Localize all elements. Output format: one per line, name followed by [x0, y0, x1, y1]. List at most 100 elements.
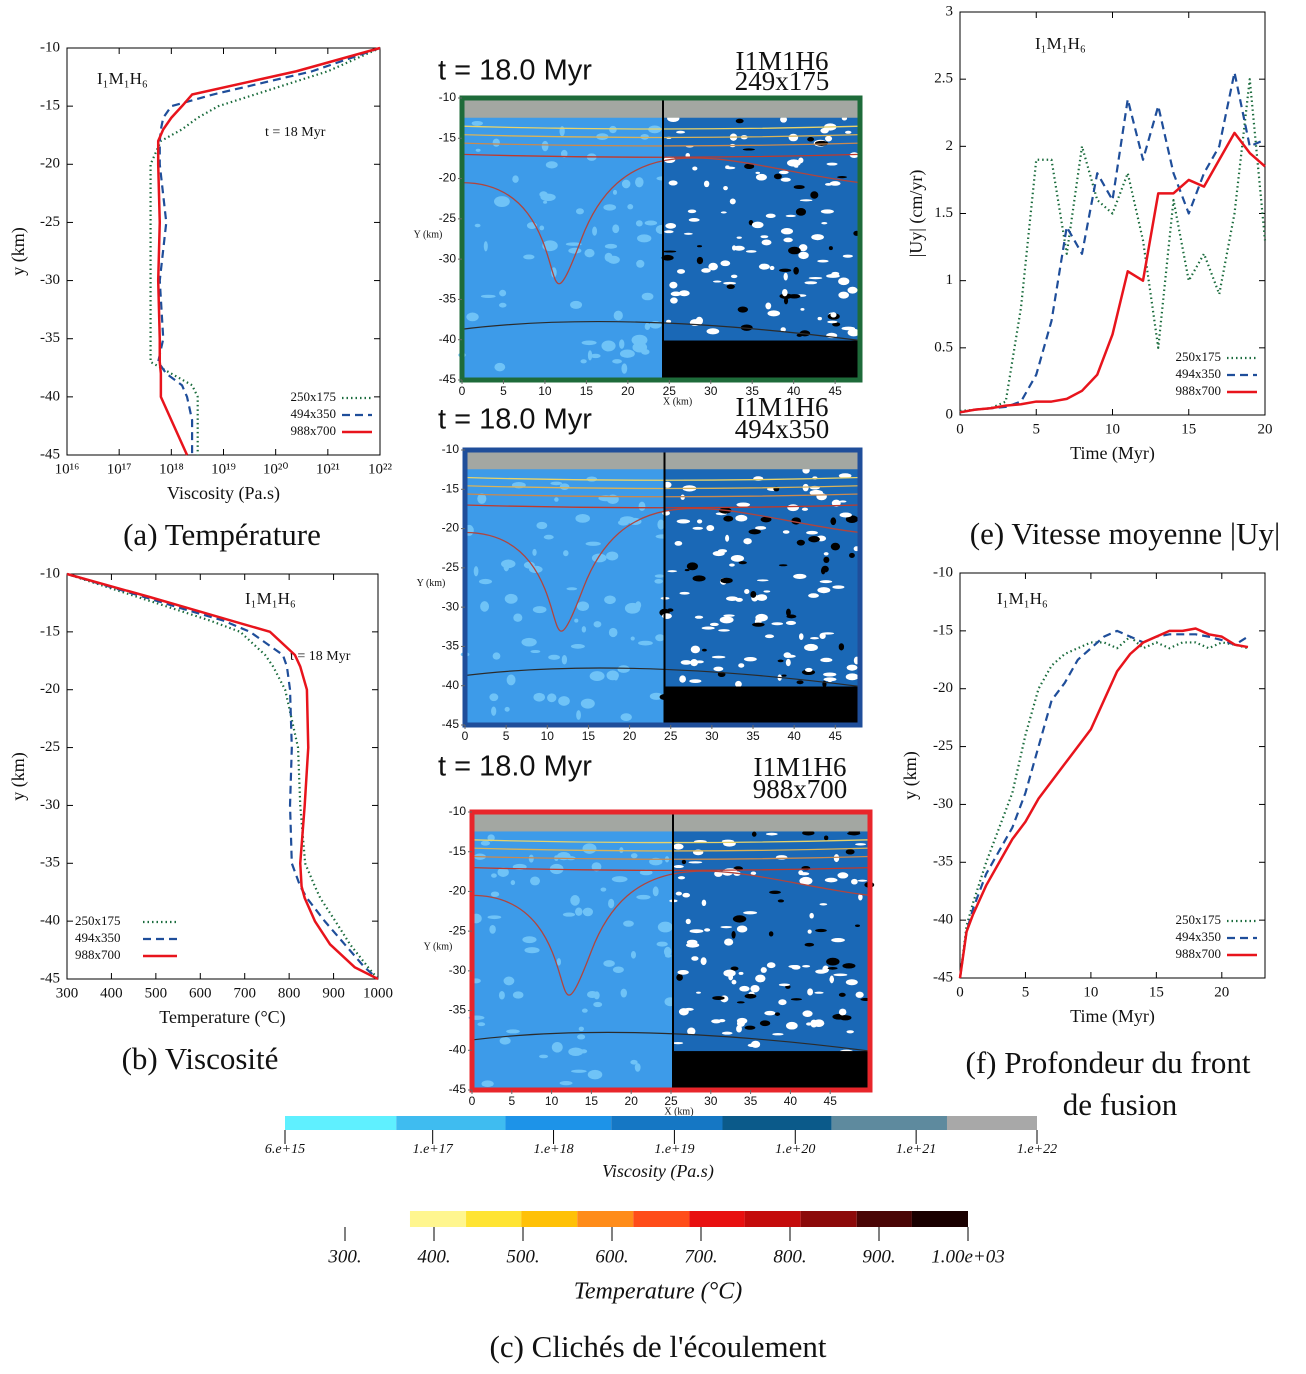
color-band — [396, 1116, 506, 1130]
texture — [684, 1007, 694, 1011]
data-line — [66, 572, 379, 980]
texture — [587, 1069, 603, 1080]
texture — [512, 175, 519, 183]
texture — [735, 514, 748, 522]
texture — [758, 263, 770, 270]
texture — [845, 130, 852, 134]
texture — [649, 692, 664, 700]
texture — [593, 621, 602, 628]
isotherm — [461, 153, 861, 158]
x-tick-label: 0 — [469, 1094, 476, 1108]
texture — [570, 895, 580, 906]
texture — [596, 133, 609, 140]
texture — [709, 622, 719, 627]
texture — [676, 269, 686, 274]
texture — [747, 1043, 757, 1048]
x-tick-label: 15 — [580, 384, 594, 398]
texture — [554, 497, 559, 502]
texture — [779, 268, 792, 273]
y-tick-label: -45 — [449, 1082, 467, 1096]
x-tick-label: 300 — [56, 985, 79, 1001]
texture — [769, 265, 775, 271]
x-tick-label: 20 — [623, 729, 637, 743]
color-band — [911, 1211, 968, 1227]
texture — [735, 597, 743, 602]
texture — [680, 660, 692, 665]
texture — [743, 911, 758, 915]
texture — [730, 554, 745, 562]
texture — [778, 564, 788, 567]
texture — [845, 979, 858, 986]
x-axis-label: X (km) — [663, 396, 692, 407]
texture — [809, 489, 824, 496]
texture — [501, 559, 516, 569]
y-tick-label: -15 — [439, 130, 457, 144]
x-tick-label: 0 — [462, 729, 469, 743]
texture — [815, 969, 827, 974]
texture — [499, 1037, 511, 1045]
texture — [504, 593, 518, 604]
x-tick-label: 45 — [829, 729, 843, 743]
snapshot — [468, 812, 875, 1090]
texture — [806, 530, 818, 535]
texture — [524, 947, 540, 954]
x-tick-label: 10¹⁹ — [211, 461, 236, 477]
y-tick-label: 2 — [946, 138, 954, 154]
x-tick-label: 10²⁰ — [263, 461, 289, 477]
x-tick-label: 20 — [621, 384, 635, 398]
color-band — [409, 1211, 467, 1227]
texture — [686, 939, 698, 945]
y-tick-label: -35 — [40, 330, 60, 346]
texture — [679, 675, 686, 683]
isotherm — [464, 485, 861, 490]
texture — [786, 608, 791, 617]
texture — [723, 614, 735, 617]
y-tick-label: -45 — [40, 970, 60, 986]
texture — [738, 663, 745, 668]
texture — [547, 693, 557, 703]
texture — [690, 659, 699, 667]
texture — [477, 1022, 486, 1027]
texture — [620, 988, 627, 998]
colorbar-tick-label: 700. — [684, 1246, 717, 1267]
y-axis-label: Y (km) — [417, 578, 446, 589]
texture — [679, 591, 690, 595]
texture — [799, 633, 804, 641]
x-tick-label: 35 — [744, 1094, 758, 1108]
texture — [477, 493, 487, 504]
y-tick-label: -40 — [40, 913, 60, 929]
texture — [545, 161, 558, 169]
texture — [723, 969, 736, 977]
texture — [773, 173, 782, 180]
y-tick-label: -45 — [439, 372, 457, 386]
texture — [845, 673, 859, 681]
texture — [777, 659, 784, 663]
texture — [582, 843, 597, 854]
x-tick-label: 20 — [625, 1094, 639, 1108]
texture — [799, 876, 813, 885]
texture — [832, 585, 845, 589]
texture — [644, 220, 658, 226]
y-tick-label: -10 — [40, 39, 60, 55]
texture — [819, 903, 828, 906]
texture — [491, 873, 497, 878]
isotherm — [461, 320, 861, 342]
crust-top — [465, 450, 860, 470]
texture — [823, 552, 829, 556]
texture — [506, 674, 516, 686]
texture — [677, 969, 689, 975]
texture — [673, 843, 684, 850]
texture — [742, 148, 756, 151]
texture — [765, 832, 778, 836]
texture — [686, 562, 699, 571]
snapshot-label: I1M1H6 — [754, 752, 847, 782]
color-band — [285, 1116, 397, 1130]
x-tick-label: 5 — [1033, 421, 1041, 437]
texture — [475, 148, 481, 152]
texture — [576, 601, 590, 611]
texture — [778, 983, 791, 987]
texture — [845, 515, 859, 524]
texture — [743, 656, 757, 662]
texture — [838, 277, 850, 286]
texture — [677, 876, 686, 880]
